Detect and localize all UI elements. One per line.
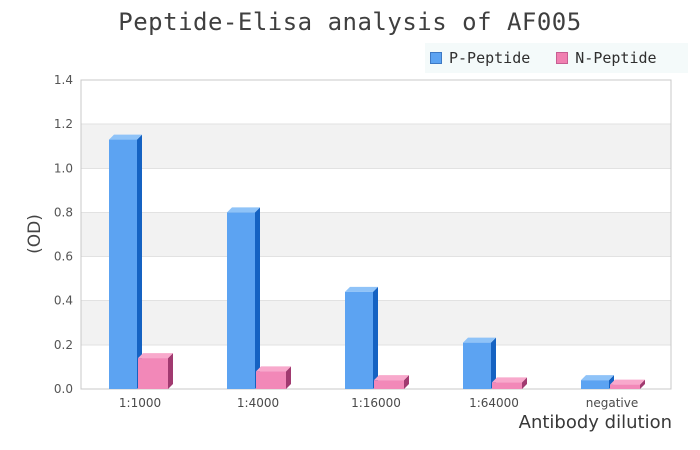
x-category-label: 1:64000 <box>469 396 519 410</box>
x-category-label: 1:16000 <box>351 396 401 410</box>
x-category-label: negative <box>586 396 638 410</box>
y-tick-label: 1.2 <box>54 117 73 131</box>
bar-side-face <box>640 379 645 389</box>
legend-label-p-peptide: P-Peptide <box>449 49 531 67</box>
y-axis-title: (OD) <box>25 214 45 254</box>
bar-top-face <box>345 286 378 292</box>
bar-top-face <box>581 375 614 381</box>
bar-side-face <box>137 134 142 389</box>
y-tick-label: 1.4 <box>54 73 73 87</box>
plot-band <box>81 168 671 213</box>
plot-band <box>81 124 671 169</box>
y-tick-label: 0.6 <box>54 250 73 264</box>
legend-marker-p-peptide-icon <box>430 52 442 64</box>
bar-side-face <box>404 375 409 389</box>
x-category-label: 1:1000 <box>119 396 161 410</box>
legend-marker-n-peptide-icon <box>556 52 569 64</box>
bar-side-face <box>255 207 260 389</box>
bar-n-peptide-negative <box>610 384 640 389</box>
bar-p-peptide-1:1000 <box>109 139 137 389</box>
bar-p-peptide-1:64000 <box>463 342 491 389</box>
y-tick-label: 0.2 <box>54 338 73 352</box>
bar-top-face <box>256 366 291 372</box>
bar-top-face <box>463 337 496 343</box>
legend-item-p-peptide[interactable]: P-Peptide <box>430 49 530 67</box>
bar-top-face <box>109 134 142 140</box>
bar-top-face <box>138 353 173 359</box>
bar-side-face <box>373 286 378 389</box>
bar-n-peptide-1:1000 <box>138 358 168 389</box>
legend: P-Peptide N-Peptide <box>425 43 688 73</box>
chart-title: Peptide-Elisa analysis of AF005 <box>118 8 582 36</box>
legend-label-n-peptide: N-Peptide <box>575 49 657 67</box>
bar-top-face <box>492 377 527 383</box>
y-tick-label: 1.0 <box>54 161 73 175</box>
x-axis-title: Antibody dilution <box>518 412 672 433</box>
plot-band <box>81 212 671 257</box>
bar-side-face <box>491 337 496 389</box>
bar-n-peptide-1:4000 <box>256 371 286 389</box>
bar-side-face <box>286 366 291 389</box>
bar-top-face <box>610 379 645 385</box>
bar-p-peptide-1:16000 <box>345 291 373 389</box>
y-tick-label: 0.4 <box>54 294 73 308</box>
bar-p-peptide-1:4000 <box>227 212 255 389</box>
bar-p-peptide-negative <box>581 380 609 389</box>
bar-n-peptide-1:16000 <box>374 380 404 389</box>
bar-side-face <box>168 353 173 389</box>
bar-side-face <box>522 377 527 389</box>
bar-n-peptide-1:64000 <box>492 382 522 389</box>
legend-item-n-peptide[interactable]: N-Peptide <box>556 49 657 67</box>
x-category-label: 1:4000 <box>237 396 279 410</box>
y-tick-label: 0.0 <box>54 382 73 396</box>
plot-band <box>81 80 671 125</box>
y-tick-label: 0.8 <box>54 205 73 219</box>
bar-top-face <box>227 207 260 213</box>
bar-top-face <box>374 375 409 381</box>
